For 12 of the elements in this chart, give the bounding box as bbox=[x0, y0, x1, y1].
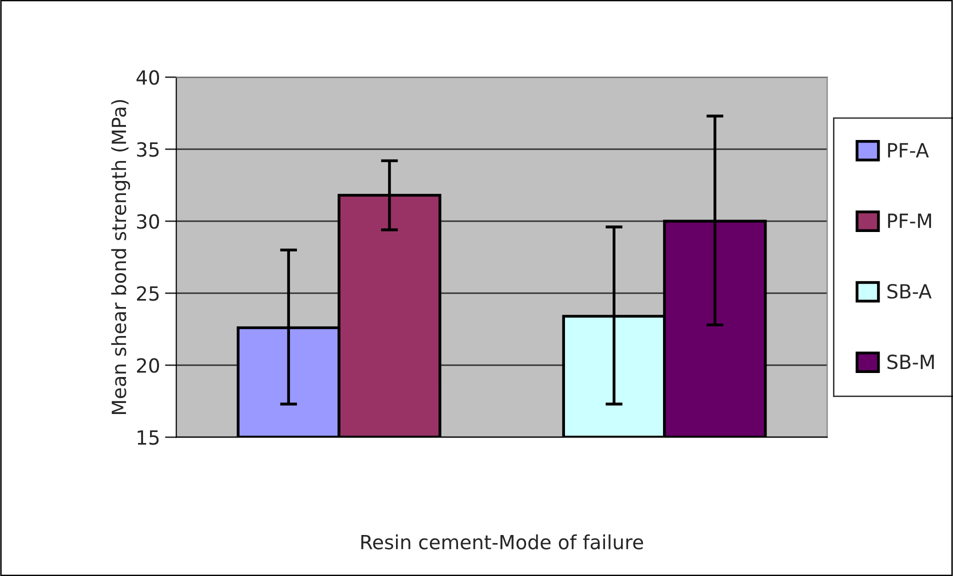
y-tick-label: 20 bbox=[137, 358, 160, 373]
legend-label: PF-A bbox=[888, 143, 929, 158]
legend-label: SB-M bbox=[887, 354, 934, 370]
y-tick-label: 25 bbox=[137, 286, 159, 301]
y-tick-label: 15 bbox=[138, 430, 159, 445]
y-axis-title: Mean shear bond strength (MPa) bbox=[111, 100, 130, 414]
y-tick-label: 35 bbox=[137, 142, 159, 157]
y-tick-label: 30 bbox=[137, 214, 160, 229]
legend-label: PF-M bbox=[888, 214, 932, 228]
legend-label: SB-A bbox=[887, 284, 932, 299]
x-axis-title: Resin cement-Mode of failure bbox=[361, 534, 644, 550]
y-tick-label: 40 bbox=[136, 70, 160, 85]
